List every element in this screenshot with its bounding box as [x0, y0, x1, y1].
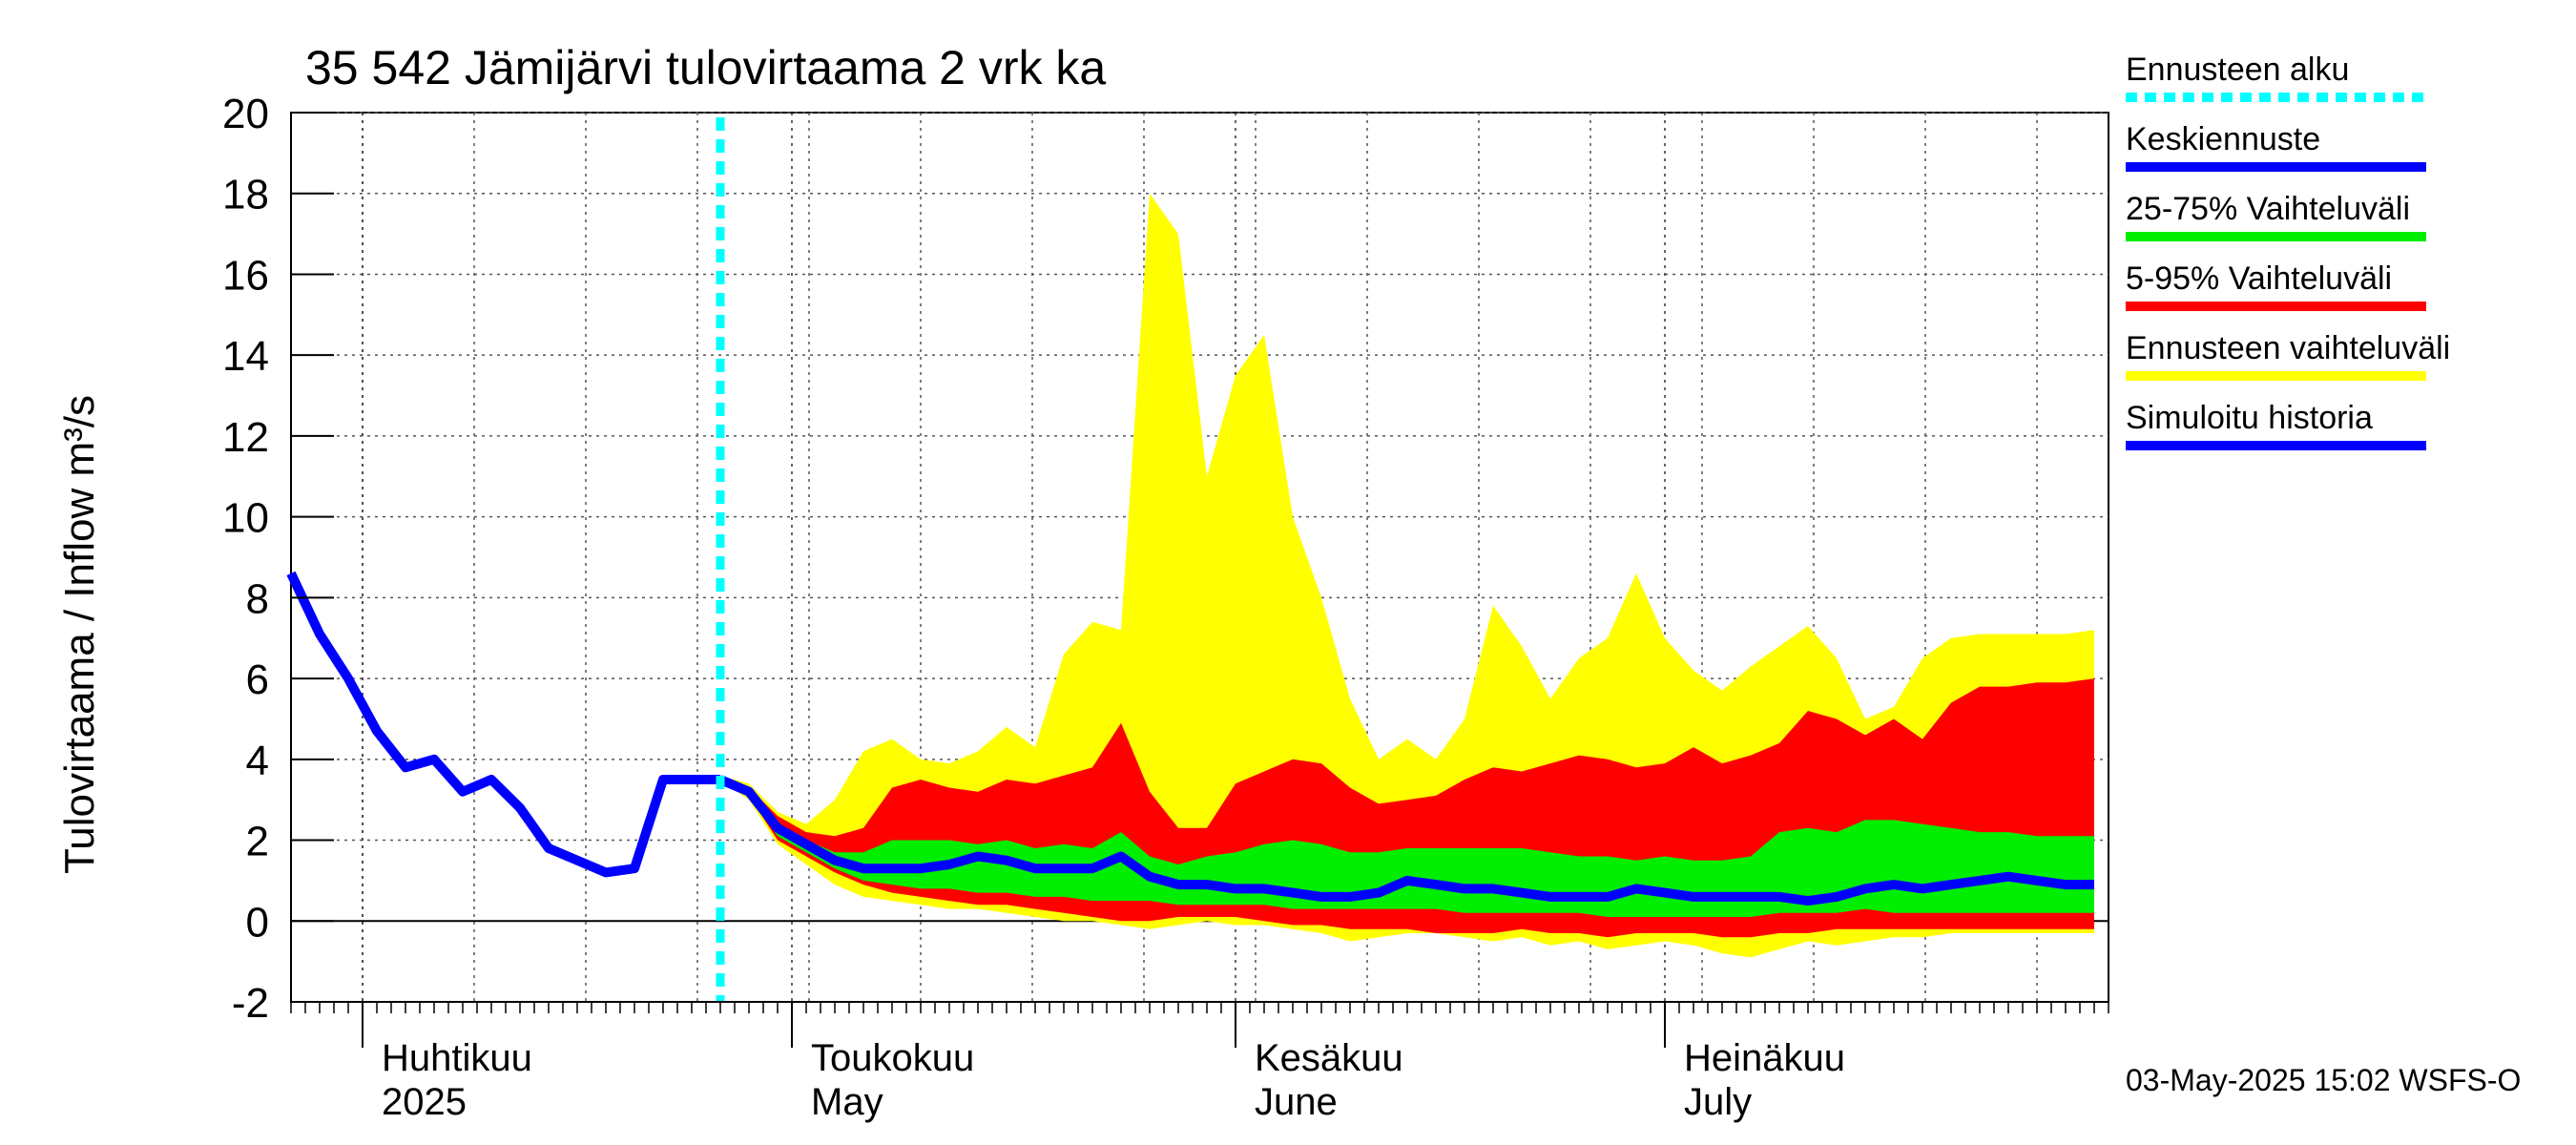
- month-label: Heinäkuu: [1684, 1037, 1845, 1079]
- footer-timestamp: 03-May-2025 15:02 WSFS-O: [2126, 1063, 2521, 1097]
- month-label: Kesäkuu: [1255, 1037, 1403, 1079]
- legend-label: 5-95% Vaihteluväli: [2126, 260, 2392, 297]
- history-line: [286, 571, 720, 878]
- mean-forecast-line: [718, 775, 2094, 906]
- y-tick-label: 4: [246, 738, 269, 784]
- chart-title: 35 542 Jämijärvi tulovirtaama 2 vrk ka: [305, 41, 1106, 94]
- month-label-en: July: [1684, 1081, 1752, 1123]
- y-tick-label: 20: [222, 91, 269, 137]
- y-tick-label: 16: [222, 252, 269, 299]
- y-axis-label: Tulovirtaama / Inflow m³/s: [56, 395, 103, 874]
- band-25-75-vaihteluv-li: [720, 780, 2094, 917]
- y-tick-label: 10: [222, 495, 269, 542]
- forecast-areas: [720, 193, 2094, 958]
- legend-label: Simuloitu historia: [2126, 400, 2373, 436]
- month-label-en: June: [1255, 1081, 1338, 1123]
- legend: Ennusteen alku Keskiennuste 25-75% Vaihtel…: [2126, 52, 2450, 450]
- y-tick-label: 18: [222, 172, 269, 219]
- month-label-en: May: [811, 1081, 883, 1123]
- y-tick-label: 6: [246, 656, 269, 703]
- legend-label: Keskiennuste: [2126, 121, 2320, 157]
- series-lines: [286, 117, 2094, 1002]
- y-tick-label: 8: [246, 575, 269, 622]
- month-label-en: 2025: [382, 1081, 467, 1123]
- y-tick-label: -2: [232, 980, 269, 1027]
- y-tick-label: 14: [222, 333, 269, 380]
- month-label: Toukokuu: [811, 1037, 974, 1079]
- month-label: Huhtikuu: [382, 1037, 532, 1079]
- y-tick-label: 12: [222, 414, 269, 461]
- y-axis: -2 0 2 4 6 8 10 12 14 16 18 20: [222, 91, 334, 1027]
- y-tick-label: 0: [246, 899, 269, 946]
- legend-label: Ennusteen alku: [2126, 52, 2349, 88]
- y-tick-label: 2: [246, 819, 269, 865]
- legend-label: Ennusteen vaihteluväli: [2126, 330, 2450, 366]
- legend-label: 25-75% Vaihteluväli: [2126, 191, 2410, 227]
